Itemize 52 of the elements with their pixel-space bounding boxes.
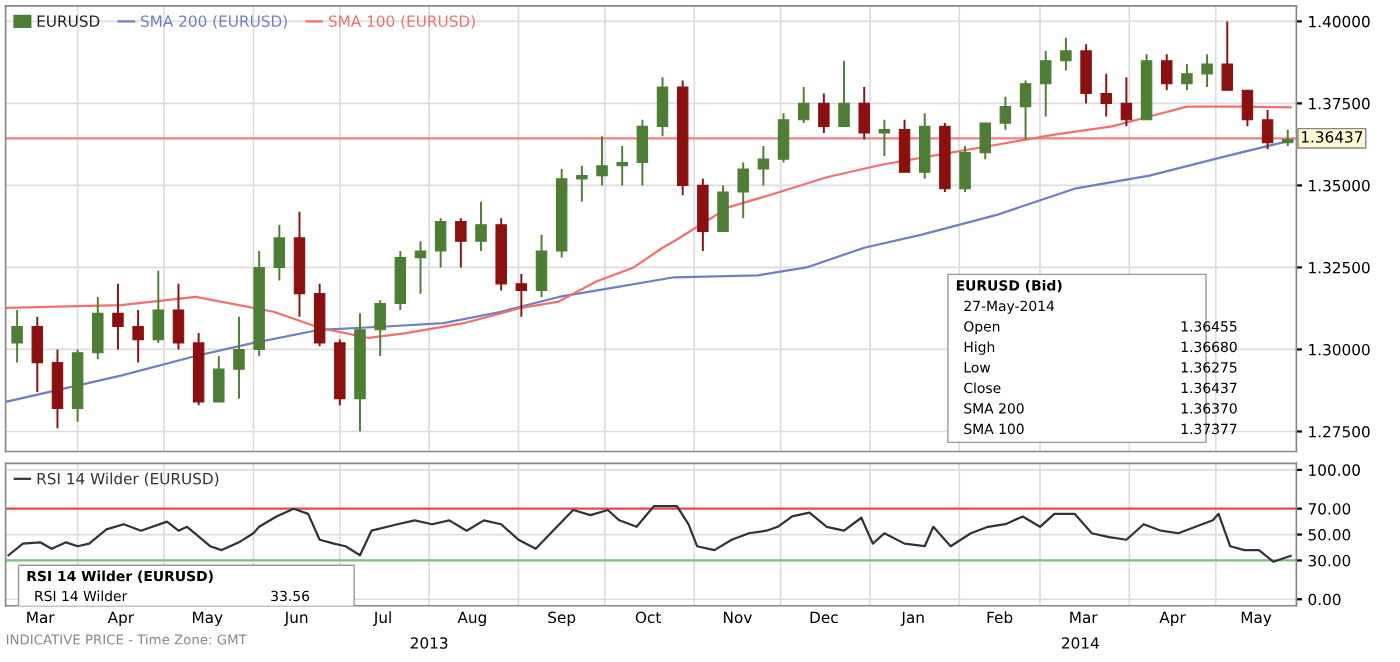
candlestick [737, 161, 749, 220]
candlestick [374, 299, 386, 357]
candlestick [777, 112, 790, 164]
candlestick [1060, 36, 1072, 72]
candlestick [11, 309, 23, 364]
candlestick [1019, 79, 1032, 141]
candlestick [838, 59, 850, 128]
candlestick [152, 269, 165, 344]
candlestick [999, 95, 1012, 131]
candlestick [51, 348, 64, 430]
candlestick [1100, 72, 1112, 118]
candlestick [414, 240, 427, 295]
candlestick [656, 76, 669, 138]
candlestick [1120, 76, 1133, 128]
candlestick [797, 86, 810, 125]
candlestick [818, 92, 830, 134]
candlestick [434, 217, 447, 269]
candlestick [1181, 63, 1193, 92]
line-series [7, 504, 1292, 563]
candlestick [1080, 43, 1092, 105]
candlestick [898, 118, 911, 174]
candlestick [1221, 20, 1233, 92]
candlestick [596, 135, 608, 187]
candlestick [455, 217, 467, 269]
candlestick [697, 177, 709, 252]
candlestick [1241, 89, 1254, 128]
candlestick [717, 184, 729, 233]
candlestick [1161, 53, 1173, 92]
candlestick [92, 295, 104, 361]
candlestick [1039, 49, 1052, 118]
candlestick [757, 145, 770, 187]
candlestick [132, 309, 144, 364]
candlestick [112, 282, 124, 351]
candlestick [1261, 108, 1274, 151]
candlestick [213, 355, 225, 403]
candlestick [233, 315, 245, 400]
candlestick [636, 118, 649, 187]
candlestick [979, 122, 991, 161]
candlestick [515, 273, 528, 318]
candlestick [475, 200, 487, 252]
candlestick [172, 282, 185, 351]
candlestick [858, 86, 870, 141]
candlestick [959, 145, 971, 193]
candlestick [273, 223, 286, 282]
candlestick [394, 250, 407, 312]
candlestick [535, 233, 548, 298]
candlestick [576, 164, 588, 203]
candlestick [31, 315, 44, 394]
candlestick [616, 145, 628, 187]
candlestick [918, 112, 931, 180]
candlestick [878, 118, 891, 157]
candlestick [1201, 53, 1213, 88]
